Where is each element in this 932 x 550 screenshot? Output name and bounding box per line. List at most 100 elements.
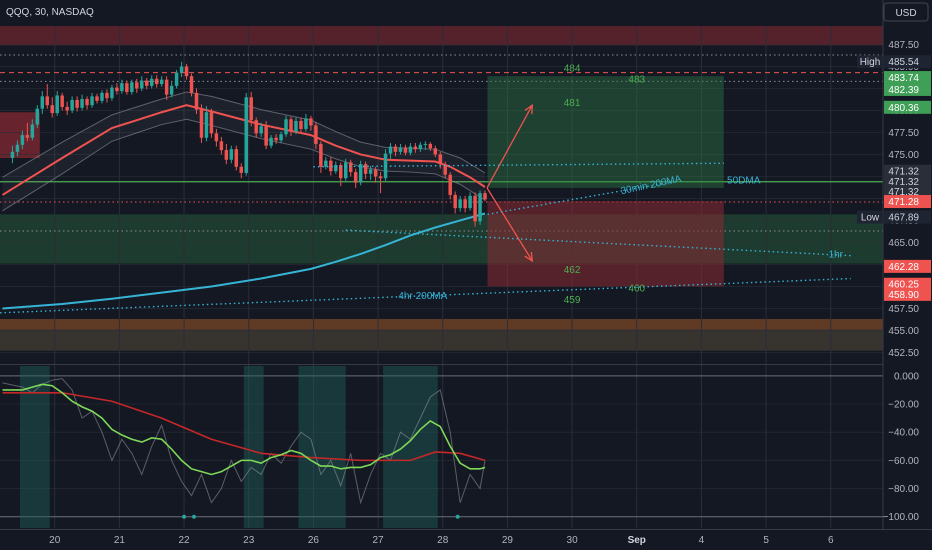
candle-body	[463, 199, 467, 209]
candle-body	[120, 83, 124, 92]
price-458-90: 458.90	[888, 290, 919, 301]
high-label: 485.54	[888, 57, 919, 68]
envelope-fill	[2, 91, 486, 211]
arrow-up-line	[486, 104, 533, 189]
price-482-39: 482.39	[888, 85, 919, 96]
price-460-25-bg	[884, 277, 931, 291]
osc-signal-dot	[455, 514, 460, 519]
time-axis[interactable]: 20 21 22 23 26 27 28 29 30 Sep 4 5 6	[0, 529, 932, 550]
osc-tick: −40.00	[888, 428, 919, 439]
price-471-32-c: 471.32	[888, 187, 919, 198]
candle-body	[115, 87, 119, 92]
envelope-lower	[2, 118, 486, 212]
orange-zone	[0, 319, 883, 330]
30min-200ma-extension	[487, 181, 675, 215]
candle-body	[378, 176, 383, 179]
candle-body	[239, 166, 244, 173]
lower-green-zone	[0, 329, 883, 351]
candle-body	[80, 99, 84, 108]
currency-button[interactable]	[883, 2, 929, 22]
price-460-25: 460.25	[888, 280, 919, 291]
ma-30min-200	[2, 212, 486, 310]
candle-body	[433, 148, 438, 155]
candle-body	[145, 80, 149, 86]
projection-label-460: 460	[628, 284, 645, 295]
candle-body	[209, 112, 214, 134]
candle-body	[224, 150, 229, 160]
candle-body	[269, 137, 273, 146]
time-label-20: 20	[49, 535, 61, 546]
low-label: 467.89	[888, 213, 919, 224]
candle-body	[55, 95, 59, 114]
price-axis[interactable]: 487.50485.00482.50480.00477.50475.00472.…	[857, 0, 932, 550]
candle-body	[50, 105, 54, 114]
candle-body	[274, 137, 278, 141]
time-label-5: 5	[763, 535, 769, 546]
candle-body	[458, 199, 462, 209]
price-480-36-bg	[884, 100, 931, 114]
osc-signal-dot	[182, 514, 187, 519]
price-471-32-a: 471.32	[888, 167, 919, 178]
dotted-upper-cyan	[313, 162, 724, 168]
candle-body	[249, 97, 253, 121]
projection-label-481: 481	[564, 98, 581, 109]
candle-body	[408, 146, 413, 153]
candle-body	[169, 85, 174, 95]
osc-highlight	[243, 366, 264, 528]
last-price: 471.28	[888, 197, 919, 208]
candle-body	[229, 149, 234, 160]
osc-tick: −100.00	[883, 512, 920, 523]
annotation-label: 1hr	[829, 249, 844, 260]
osc-signal-dot	[192, 514, 197, 519]
candle-body	[259, 126, 263, 134]
moving-averages-layer	[1, 104, 486, 310]
price-471-32-b: 471.32	[888, 177, 919, 188]
candle-body	[60, 95, 64, 107]
high-label-prefix-bg	[857, 55, 883, 69]
candle-body	[105, 92, 109, 99]
candle-body	[343, 162, 348, 179]
zones-layer	[0, 26, 883, 351]
signal-line	[2, 383, 486, 476]
candle-body	[70, 99, 74, 111]
candle-body	[234, 149, 239, 167]
annotation-label: 50DMA	[727, 176, 761, 187]
price-471-32-c-bg	[884, 184, 931, 198]
last-price-bg	[884, 195, 931, 209]
candle-body	[294, 121, 298, 132]
candle-body	[443, 164, 447, 175]
candle-body	[299, 121, 303, 129]
candle-body	[154, 78, 159, 85]
osc-highlight	[383, 366, 438, 528]
candle-body	[100, 92, 104, 101]
candle-body	[438, 154, 442, 165]
low-label-bg	[884, 210, 931, 224]
candle-body	[254, 120, 258, 134]
projection-label-484: 484	[564, 64, 581, 75]
arrow-down-head	[524, 251, 534, 263]
projection-label-483: 483	[628, 74, 645, 85]
price-tick: 477.50	[888, 128, 919, 139]
projection-layer: 484 483 481 462 460 459	[486, 64, 724, 306]
osc-tick: 0.000	[894, 371, 919, 382]
candle-body	[478, 193, 482, 222]
osc-tick: −60.00	[888, 456, 919, 467]
time-label-28: 28	[437, 535, 449, 546]
candle-body	[174, 72, 179, 86]
candle-body	[388, 146, 393, 154]
osc-highlight	[298, 366, 346, 528]
candle-body	[159, 79, 164, 85]
candle-body	[219, 141, 224, 151]
currency-label: USD	[895, 8, 916, 19]
price-483-74: 483.74	[888, 73, 919, 84]
price-480-36: 480.36	[888, 103, 919, 114]
time-label-22: 22	[178, 535, 190, 546]
top-red-zone	[0, 26, 883, 46]
candle-body	[40, 96, 45, 109]
candle-body	[130, 82, 134, 92]
time-label-26: 26	[308, 535, 320, 546]
high-label-prefix: High	[860, 57, 881, 68]
candle-body	[314, 125, 318, 144]
